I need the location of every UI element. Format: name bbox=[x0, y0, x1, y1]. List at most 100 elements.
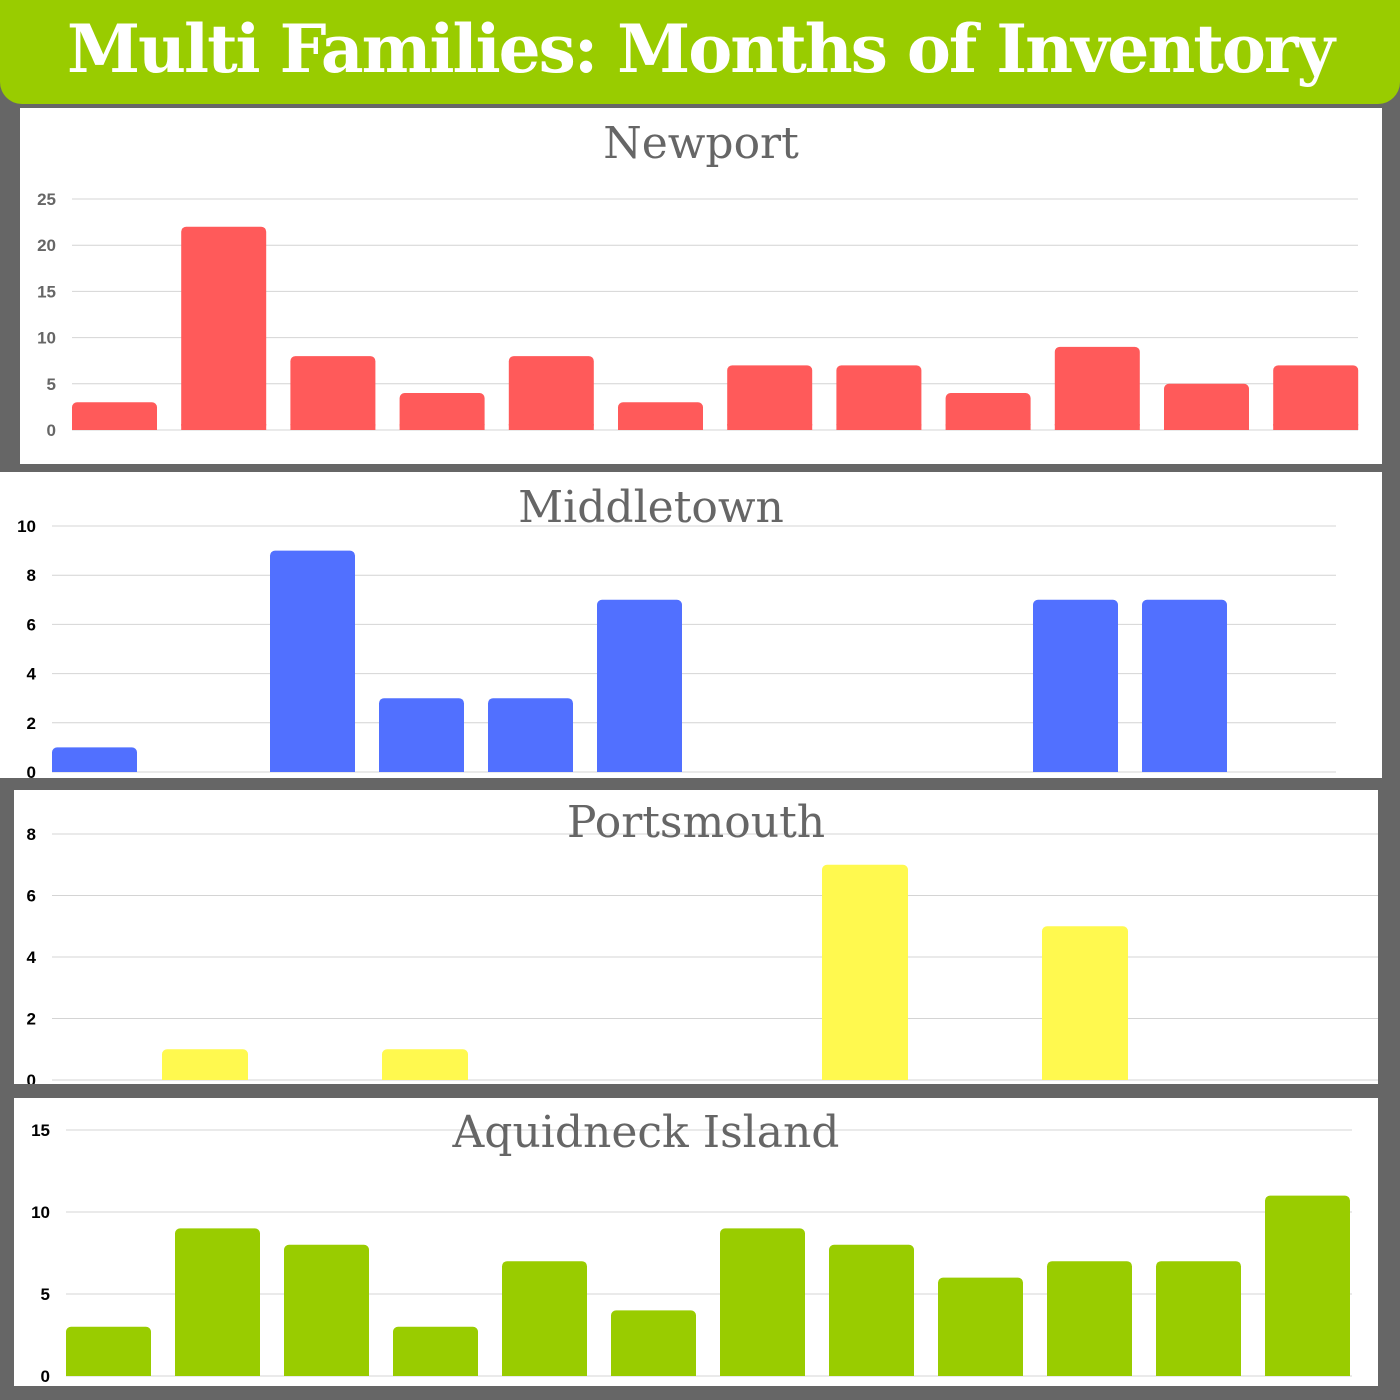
newport-bar bbox=[727, 365, 813, 430]
aquidneck-island-bar bbox=[393, 1326, 478, 1376]
newport-y-tick-label: 15 bbox=[37, 282, 56, 301]
aquidneck-island-bar bbox=[175, 1228, 260, 1376]
aquidneck-island-y-tick-label: 10 bbox=[31, 1203, 50, 1222]
portsmouth-chart-panel: 0 2 4 6 8 Portsmouth bbox=[14, 790, 1378, 1084]
aquidneck-island-bar bbox=[502, 1261, 587, 1376]
middletown-bar-base bbox=[1033, 766, 1118, 772]
title-banner: Multi Families: Months of Inventory bbox=[0, 0, 1400, 104]
page-title: Multi Families: Months of Inventory bbox=[66, 10, 1335, 88]
aquidneck-island-bar-base bbox=[938, 1370, 1023, 1376]
aquidneck-island-y-tick-label: 0 bbox=[41, 1367, 50, 1386]
newport-bar-base bbox=[399, 424, 485, 430]
portsmouth-chart: 0 2 4 6 8 bbox=[27, 825, 1378, 1084]
aquidneck-island-bar bbox=[1047, 1261, 1132, 1376]
middletown-bar bbox=[488, 698, 573, 772]
middletown-y-tick-label: 8 bbox=[27, 566, 36, 585]
middletown-chart-title: Middletown bbox=[518, 482, 784, 533]
newport-bar bbox=[1273, 365, 1359, 430]
newport-bar-base bbox=[618, 424, 703, 430]
aquidneck-island-bar bbox=[938, 1277, 1023, 1376]
aquidneck-island-chart: 0 5 10 15 bbox=[31, 1121, 1352, 1386]
aquidneck-island-bar bbox=[611, 1310, 696, 1376]
aquidneck-island-bar-base bbox=[1265, 1370, 1350, 1376]
portsmouth-y-tick-label: 6 bbox=[27, 887, 36, 906]
aquidneck-island-bar-base bbox=[611, 1370, 696, 1376]
aquidneck-island-chart-panel: 0 5 10 15 Aquidneck Island bbox=[14, 1098, 1378, 1386]
newport-bar bbox=[290, 356, 376, 430]
middletown-bar bbox=[1033, 599, 1118, 772]
middletown-y-tick-label: 6 bbox=[27, 615, 36, 634]
middletown-bar bbox=[597, 599, 682, 772]
middletown-bar bbox=[1142, 599, 1227, 772]
newport-bar bbox=[72, 402, 157, 430]
portsmouth-bar bbox=[1042, 926, 1128, 1080]
middletown-bar-base bbox=[488, 766, 573, 772]
portsmouth-bar bbox=[822, 864, 908, 1080]
newport-bar bbox=[1164, 383, 1249, 430]
portsmouth-y-tick-label: 0 bbox=[27, 1071, 36, 1084]
portsmouth-chart-title: Portsmouth bbox=[566, 797, 826, 848]
newport-y-tick-label: 5 bbox=[47, 375, 56, 394]
portsmouth-bar-base bbox=[822, 1074, 908, 1080]
middletown-y-tick-label: 2 bbox=[27, 714, 36, 733]
aquidneck-island-y-tick-label: 15 bbox=[31, 1121, 50, 1140]
aquidneck-island-bar-base bbox=[1047, 1370, 1132, 1376]
newport-bar-base bbox=[72, 424, 157, 430]
middletown-bar-base bbox=[379, 766, 464, 772]
aquidneck-island-bar-base bbox=[502, 1370, 587, 1376]
newport-y-tick-label: 25 bbox=[37, 190, 56, 209]
newport-chart: 0 5 10 15 20 25 bbox=[37, 190, 1359, 440]
portsmouth-bar bbox=[382, 1049, 468, 1080]
portsmouth-bar bbox=[162, 1049, 248, 1080]
middletown-bar-base bbox=[270, 766, 355, 772]
portsmouth-bar-base bbox=[1042, 1074, 1128, 1080]
aquidneck-island-bar-base bbox=[720, 1370, 805, 1376]
newport-bar-base bbox=[836, 424, 922, 430]
middletown-bar bbox=[52, 747, 137, 772]
middletown-chart: 0 2 4 6 8 10 bbox=[17, 517, 1336, 778]
aquidneck-island-bar-base bbox=[829, 1370, 914, 1376]
newport-bar-base bbox=[1164, 424, 1249, 430]
aquidneck-island-bar bbox=[1156, 1261, 1241, 1376]
newport-bar bbox=[836, 365, 922, 430]
aquidneck-island-bar-base bbox=[175, 1370, 260, 1376]
newport-bar-base bbox=[508, 424, 594, 430]
portsmouth-bar-base bbox=[382, 1074, 468, 1080]
portsmouth-y-tick-label: 8 bbox=[27, 825, 36, 844]
middletown-bar-base bbox=[52, 766, 137, 772]
aquidneck-island-bar bbox=[720, 1228, 805, 1376]
portsmouth-bar-base bbox=[162, 1074, 248, 1080]
portsmouth-y-tick-label: 4 bbox=[27, 948, 37, 967]
newport-bar bbox=[181, 226, 267, 430]
newport-bar bbox=[945, 393, 1031, 430]
middletown-y-tick-label: 4 bbox=[27, 665, 37, 684]
aquidneck-island-bar bbox=[284, 1244, 369, 1376]
middletown-bar bbox=[379, 698, 464, 772]
aquidneck-island-bar bbox=[829, 1244, 914, 1376]
middletown-chart-panel: 0 2 4 6 8 10 Middletown bbox=[0, 472, 1382, 778]
middletown-bar-base bbox=[1142, 766, 1227, 772]
aquidneck-island-bar bbox=[66, 1326, 151, 1376]
newport-y-tick-label: 20 bbox=[37, 236, 56, 255]
newport-y-tick-label: 0 bbox=[47, 421, 56, 440]
aquidneck-island-y-tick-label: 5 bbox=[41, 1285, 50, 1304]
aquidneck-island-bar-base bbox=[284, 1370, 369, 1376]
newport-bar bbox=[399, 393, 485, 430]
aquidneck-island-chart-title: Aquidneck Island bbox=[452, 1107, 840, 1158]
newport-bar bbox=[618, 402, 703, 430]
aquidneck-island-bar bbox=[1265, 1195, 1350, 1376]
newport-bar-base bbox=[181, 424, 267, 430]
newport-chart-panel: 0 5 10 15 20 25 Newport bbox=[20, 108, 1382, 464]
middletown-bar-base bbox=[597, 766, 682, 772]
newport-bar-base bbox=[945, 424, 1031, 430]
newport-bar-base bbox=[1054, 424, 1140, 430]
newport-bar-base bbox=[1273, 424, 1359, 430]
newport-bar bbox=[1054, 346, 1140, 430]
newport-chart-title: Newport bbox=[603, 118, 799, 169]
newport-bar bbox=[508, 356, 594, 430]
portsmouth-y-tick-label: 2 bbox=[27, 1010, 36, 1029]
newport-y-tick-label: 10 bbox=[37, 329, 56, 348]
aquidneck-island-bar-base bbox=[393, 1370, 478, 1376]
middletown-y-tick-label: 0 bbox=[27, 763, 36, 778]
middletown-bar bbox=[270, 550, 355, 772]
